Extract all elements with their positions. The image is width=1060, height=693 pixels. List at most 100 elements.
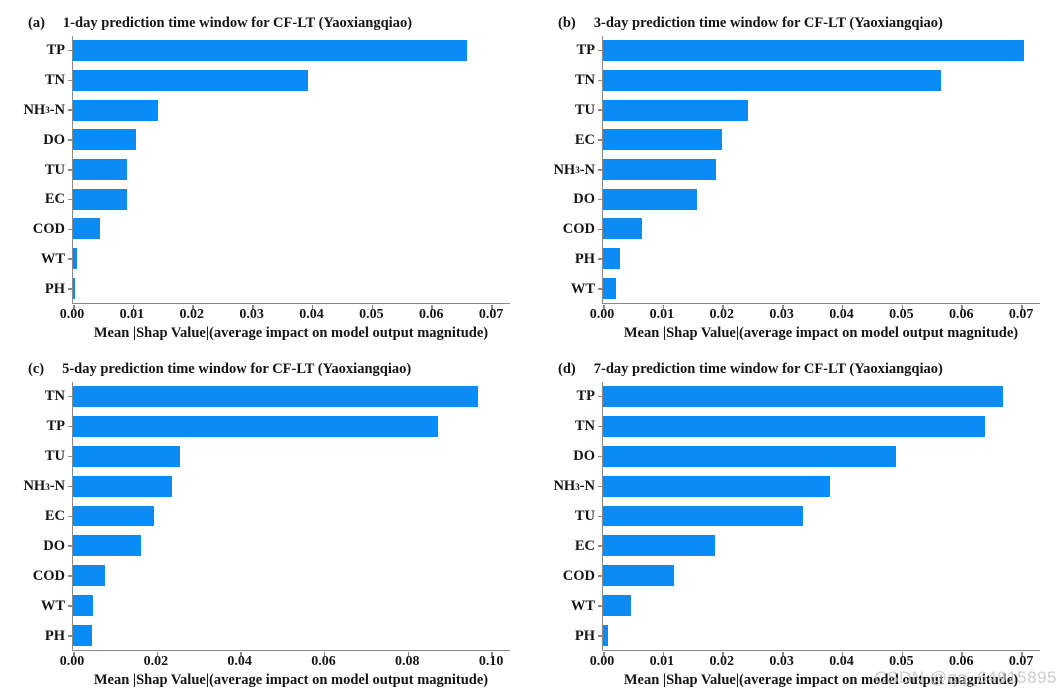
x-tick-mark	[323, 652, 326, 657]
x-tick-mark	[311, 305, 314, 310]
bar-row	[73, 412, 510, 442]
x-tick-label: 0.02	[179, 307, 205, 322]
category-label: WT	[538, 274, 602, 304]
bar-row	[603, 531, 1040, 561]
bar-row	[73, 531, 510, 561]
plot-area	[72, 382, 510, 657]
x-tick-label: 0.05	[889, 307, 914, 322]
x-tick-mark	[407, 652, 410, 657]
y-axis-labels: TP TN DO NH 3 -N TU EC COD WT PH	[538, 382, 602, 651]
bar-row	[73, 561, 510, 591]
x-tick-mark	[662, 652, 665, 657]
x-tick-label: 0.02	[143, 654, 169, 669]
y-axis-labels: TP TN NH 3 -N DO TU EC COD WT PH	[8, 36, 72, 304]
y-tick-mark	[68, 455, 72, 458]
y-tick-mark	[68, 139, 72, 141]
y-tick-mark	[598, 228, 602, 231]
category-label: DO	[538, 185, 602, 215]
category-label: NH 3 -N	[538, 472, 602, 502]
bar-ph	[73, 277, 76, 299]
category-label: EC	[8, 185, 72, 215]
bar-row	[603, 561, 1040, 591]
y-tick-mark	[68, 198, 72, 201]
x-tick-label: 0.04	[829, 654, 854, 669]
x-tick-label: 0.02	[709, 654, 735, 669]
x-tick-mark	[901, 305, 904, 310]
category-label: EC	[538, 125, 602, 155]
category-label: WT	[538, 591, 602, 621]
y-tick-mark	[68, 258, 72, 260]
category-label: COD	[538, 215, 602, 245]
x-axis-label: Mean |Shap Value|(average impact on mode…	[93, 325, 489, 341]
x-tick-mark	[431, 305, 433, 310]
x-tick-mark	[961, 652, 963, 657]
category-label: NH 3 -N	[8, 472, 72, 502]
panel-label: (a)	[28, 14, 45, 31]
bar-cod	[603, 218, 643, 240]
category-label: NH 3 -N	[538, 155, 602, 185]
x-tick-mark	[252, 305, 254, 310]
bar-nh3-n	[603, 475, 830, 497]
x-tick-label: 0.00	[589, 654, 615, 669]
bar-row	[73, 184, 510, 214]
x-tick-label: 0.07	[1008, 307, 1034, 322]
chart-region: TP TN DO NH 3 -N TU EC COD WT PH	[538, 382, 1040, 657]
category-label: TP	[8, 36, 72, 66]
y-tick-mark	[598, 79, 602, 82]
y-tick-mark	[68, 109, 72, 111]
x-tick-label: 0.08	[395, 654, 420, 669]
category-label: COD	[8, 215, 72, 245]
bar-ec	[603, 129, 722, 151]
x-tick-mark	[1021, 652, 1023, 657]
x-tick-mark	[603, 652, 605, 657]
y-tick-mark	[68, 169, 72, 171]
category-label: TU	[8, 442, 72, 472]
x-tick-mark	[722, 652, 724, 657]
bar-row	[73, 36, 510, 66]
bar-row	[603, 590, 1040, 620]
category-label: TU	[538, 96, 602, 126]
category-label: TN	[538, 66, 602, 96]
x-tick-mark	[73, 305, 75, 310]
bar-wt	[73, 594, 94, 616]
panel-title-text: 3-day prediction time window for CF-LT (…	[593, 14, 943, 31]
bar-tp	[73, 416, 438, 438]
panel-label: (b)	[558, 14, 576, 31]
y-tick-mark	[598, 605, 602, 607]
category-label: TP	[538, 36, 602, 66]
category-label: TN	[8, 66, 72, 96]
bar-tp	[603, 40, 1025, 62]
bar-ec	[73, 505, 155, 527]
bar-row	[603, 471, 1040, 501]
bar-row	[73, 590, 510, 620]
category-label: PH	[538, 244, 602, 274]
x-axis-tick-labels: 0.00 0.01 0.02 0.03 0.04 0.05 0.06 0.07	[60, 304, 510, 324]
x-tick-label: 0.06	[949, 307, 974, 322]
y-tick-mark	[68, 425, 72, 428]
bar-tu	[603, 505, 803, 527]
bar-row	[73, 244, 510, 274]
panel-label: (d)	[558, 360, 576, 377]
category-label: EC	[538, 531, 602, 561]
x-tick-mark	[722, 305, 724, 310]
x-tick-mark	[662, 305, 665, 310]
panel-title-text: 7-day prediction time window for CF-LT (…	[593, 360, 943, 377]
y-tick-mark	[598, 49, 602, 52]
category-label: TN	[8, 382, 72, 412]
bar-wt	[603, 277, 617, 299]
bar-tu	[73, 159, 128, 180]
bar-row	[603, 155, 1040, 185]
bar-tp	[603, 386, 1004, 408]
bar-row	[603, 273, 1040, 303]
y-axis-labels: TP TN TU EC NH 3 -N DO COD PH WT	[538, 36, 602, 304]
x-axis-tick-labels: 0.00 0.01 0.02 0.03 0.04 0.05 0.06 0.07	[590, 304, 1040, 324]
bar-row	[603, 36, 1040, 66]
category-label: WT	[8, 244, 72, 274]
category-label: WT	[8, 591, 72, 621]
x-tick-label: 0.07	[478, 307, 504, 322]
x-tick-mark	[192, 305, 194, 310]
x-tick-label: 0.03	[239, 307, 264, 322]
y-tick-mark	[598, 545, 602, 547]
x-axis-label: Mean |Shap Value|(average impact on mode…	[623, 672, 1019, 688]
